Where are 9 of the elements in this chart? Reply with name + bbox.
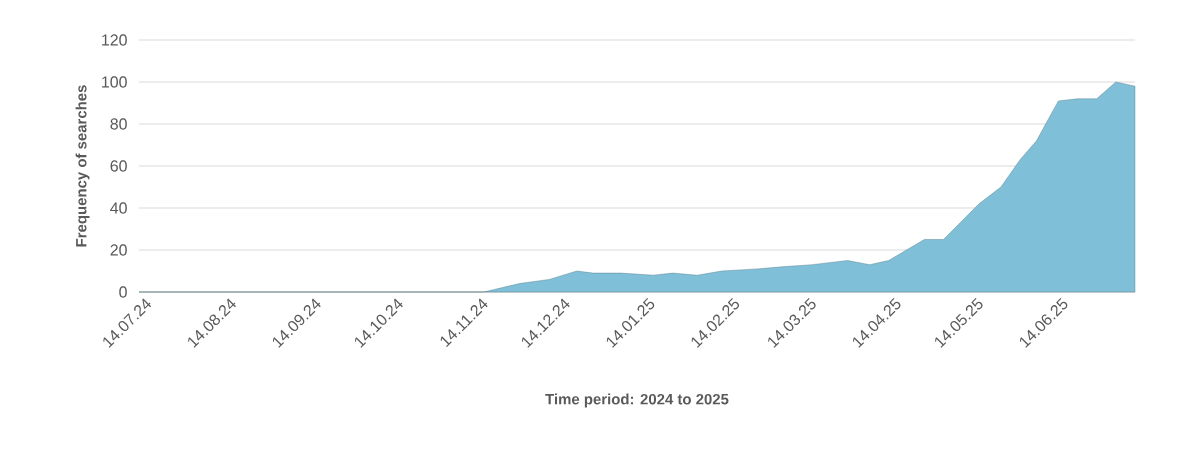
x-axis-title: Time period: 2024 to 2025: [545, 393, 729, 408]
y-tick-label: 0: [119, 286, 127, 298]
y-tick-label: 60: [110, 160, 127, 172]
y-axis-title: Frequency of searches: [75, 85, 90, 247]
y-tick-label: 120: [102, 34, 127, 46]
y-tick-label: 40: [110, 202, 127, 214]
y-tick-label: 80: [110, 118, 127, 130]
y-tick-label: 100: [102, 76, 127, 88]
y-tick-label: 20: [110, 244, 127, 256]
